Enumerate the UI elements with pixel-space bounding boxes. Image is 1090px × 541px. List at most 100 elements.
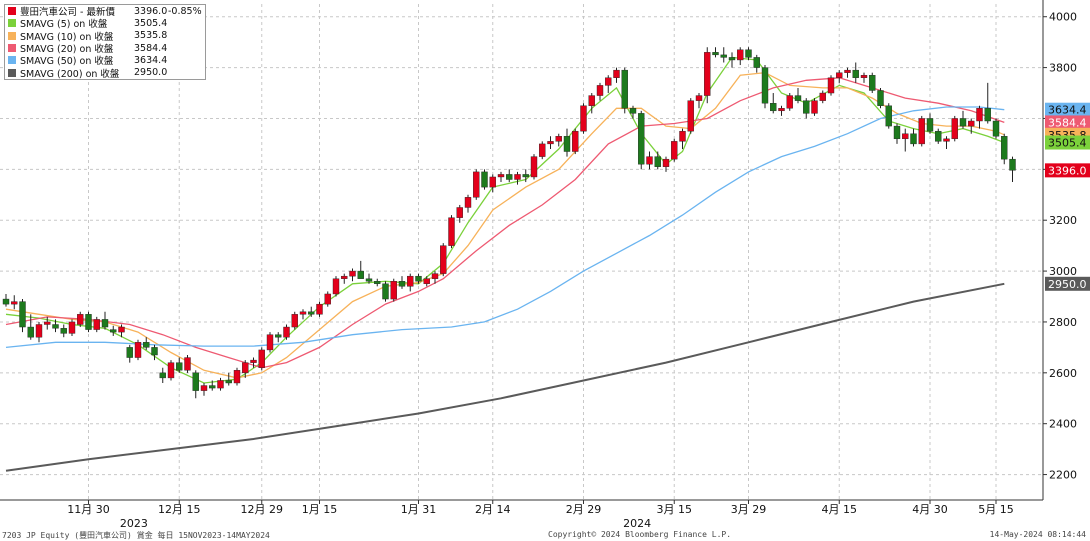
legend-label-sma5: SMAVG (5) on 收盤 (20, 19, 108, 31)
legend-swatch-sma20 (8, 44, 16, 53)
x-tick-label: 5月 15 (978, 503, 1014, 516)
value-tag-text: 3396.0 (1048, 164, 1087, 177)
value-tag-box (1045, 163, 1090, 178)
candle-body (349, 270, 356, 277)
candle-body (19, 301, 26, 328)
candle-body (283, 326, 290, 338)
y-tick-label: 2200 (1049, 469, 1077, 482)
candle-body (704, 52, 711, 96)
legend-value-sma200: 2950.0 (134, 67, 168, 79)
candle-body (225, 380, 232, 384)
candle-body (770, 102, 777, 112)
candle-body (646, 156, 653, 165)
y-tick-label: 2400 (1049, 418, 1077, 431)
legend-row-sma10: SMAVG (10) on 收盤 3535.8 (5, 30, 205, 43)
candle-body (943, 138, 950, 142)
candle-body (275, 334, 282, 338)
ma-line-1 (5, 72, 1005, 379)
candle-body (60, 328, 67, 334)
candle-body (407, 275, 414, 287)
candle-body (753, 57, 760, 68)
candle-body (869, 75, 876, 91)
value-tag-box (1045, 102, 1090, 117)
candle-body (926, 118, 934, 132)
candle-body (291, 314, 298, 328)
legend-label-sma50: SMAVG (50) on 收盤 (20, 56, 114, 68)
candle-body (308, 311, 315, 315)
legend-value-price: 3396.0 (134, 5, 168, 17)
candle-body (959, 118, 967, 127)
candle-body (159, 372, 166, 379)
candle-body (126, 347, 133, 358)
legend-value-sma50: 3634.4 (134, 54, 168, 66)
ma-line-2 (5, 77, 1005, 369)
candle-body (415, 275, 422, 282)
candle-body (803, 100, 810, 114)
candle-body (448, 217, 455, 246)
candle-body (11, 301, 18, 305)
legend-row-sma50: SMAVG (50) on 收盤 3634.4 (5, 54, 205, 68)
y-axis: 2200240026002800300032003400360038004000 (1042, 0, 1077, 500)
candle-body (654, 156, 661, 167)
candle-body (580, 105, 587, 132)
moving-average-lines (5, 56, 1005, 472)
legend-label-sma20: SMAVG (20) on 收盤 (20, 44, 114, 56)
candle-body (192, 372, 199, 391)
x-tick-label: 12月 29 (241, 503, 284, 516)
candle-body (662, 158, 670, 167)
x-year-label: 2023 (120, 517, 148, 530)
candle-body (786, 95, 793, 109)
candle-body (85, 314, 92, 330)
value-tag-text: 2950.0 (1048, 278, 1087, 291)
candle-body (852, 69, 859, 78)
candle-body (613, 69, 620, 78)
legend-change-price: -0.85% (168, 5, 202, 17)
footer-security-info: 7203 JP Equity (豐田汽車公司) 賞金 每日 15NOV2023-… (2, 531, 270, 540)
legend-swatch-sma50 (8, 56, 16, 65)
candle-body (440, 245, 447, 274)
x-axis: 11月 30 12月 15 12月 29 1月 15 1月 31 2月 14 2月 29 3月… (0, 499, 1043, 530)
candle-body (456, 207, 463, 218)
candle-body (481, 171, 488, 188)
candle-body (1001, 136, 1008, 160)
candle-body (827, 77, 835, 94)
legend-value-sma5: 3505.4 (134, 17, 168, 29)
candle-body (555, 136, 562, 142)
candle-body (712, 52, 719, 56)
candle-body (316, 303, 323, 315)
candle-body (299, 311, 307, 315)
x-tick-label: 3月 29 (731, 503, 767, 516)
legend-row-sma5: SMAVG (5) on 收盤 3505.4 (5, 17, 205, 31)
candle-body (918, 118, 925, 145)
candle-body (992, 120, 1000, 137)
candle-body (332, 278, 340, 295)
candle-body (679, 130, 686, 142)
candle-body (2, 298, 10, 305)
candle-body (687, 100, 694, 132)
footer: 7203 JP Equity (豐田汽車公司) 賞金 每日 15NOV2023-… (0, 526, 1090, 541)
candle-body (250, 359, 257, 363)
legend-value-sma20: 3584.4 (134, 42, 168, 54)
candle-body (118, 326, 125, 333)
footer-timestamp: 14-May-2024 08:14:44 (989, 530, 1086, 539)
y-tick-label: 3200 (1049, 214, 1077, 227)
candle-body (258, 349, 265, 368)
candle-body (233, 370, 241, 384)
candle-body (151, 347, 158, 356)
legend-row-sma200: SMAVG (200) on 收盤 2950.0 (5, 66, 205, 80)
candle-body (101, 319, 109, 328)
candle-body (588, 95, 595, 106)
legend-label-price: 豐田汽車公司 - 最新價 (20, 7, 115, 19)
candle-body (695, 95, 703, 101)
x-tick-label: 11月 30 (67, 503, 110, 516)
candle-body (720, 54, 727, 58)
x-year-label: 2024 (623, 517, 651, 530)
candle-body (35, 324, 43, 338)
candle-body (745, 49, 752, 58)
candle-body (530, 156, 538, 178)
candle-body (844, 69, 851, 73)
candle-body (522, 174, 529, 178)
candle-body (728, 57, 736, 61)
footer-copyright: Copyright© 2024 Bloomberg Finance L.P. (548, 530, 732, 539)
